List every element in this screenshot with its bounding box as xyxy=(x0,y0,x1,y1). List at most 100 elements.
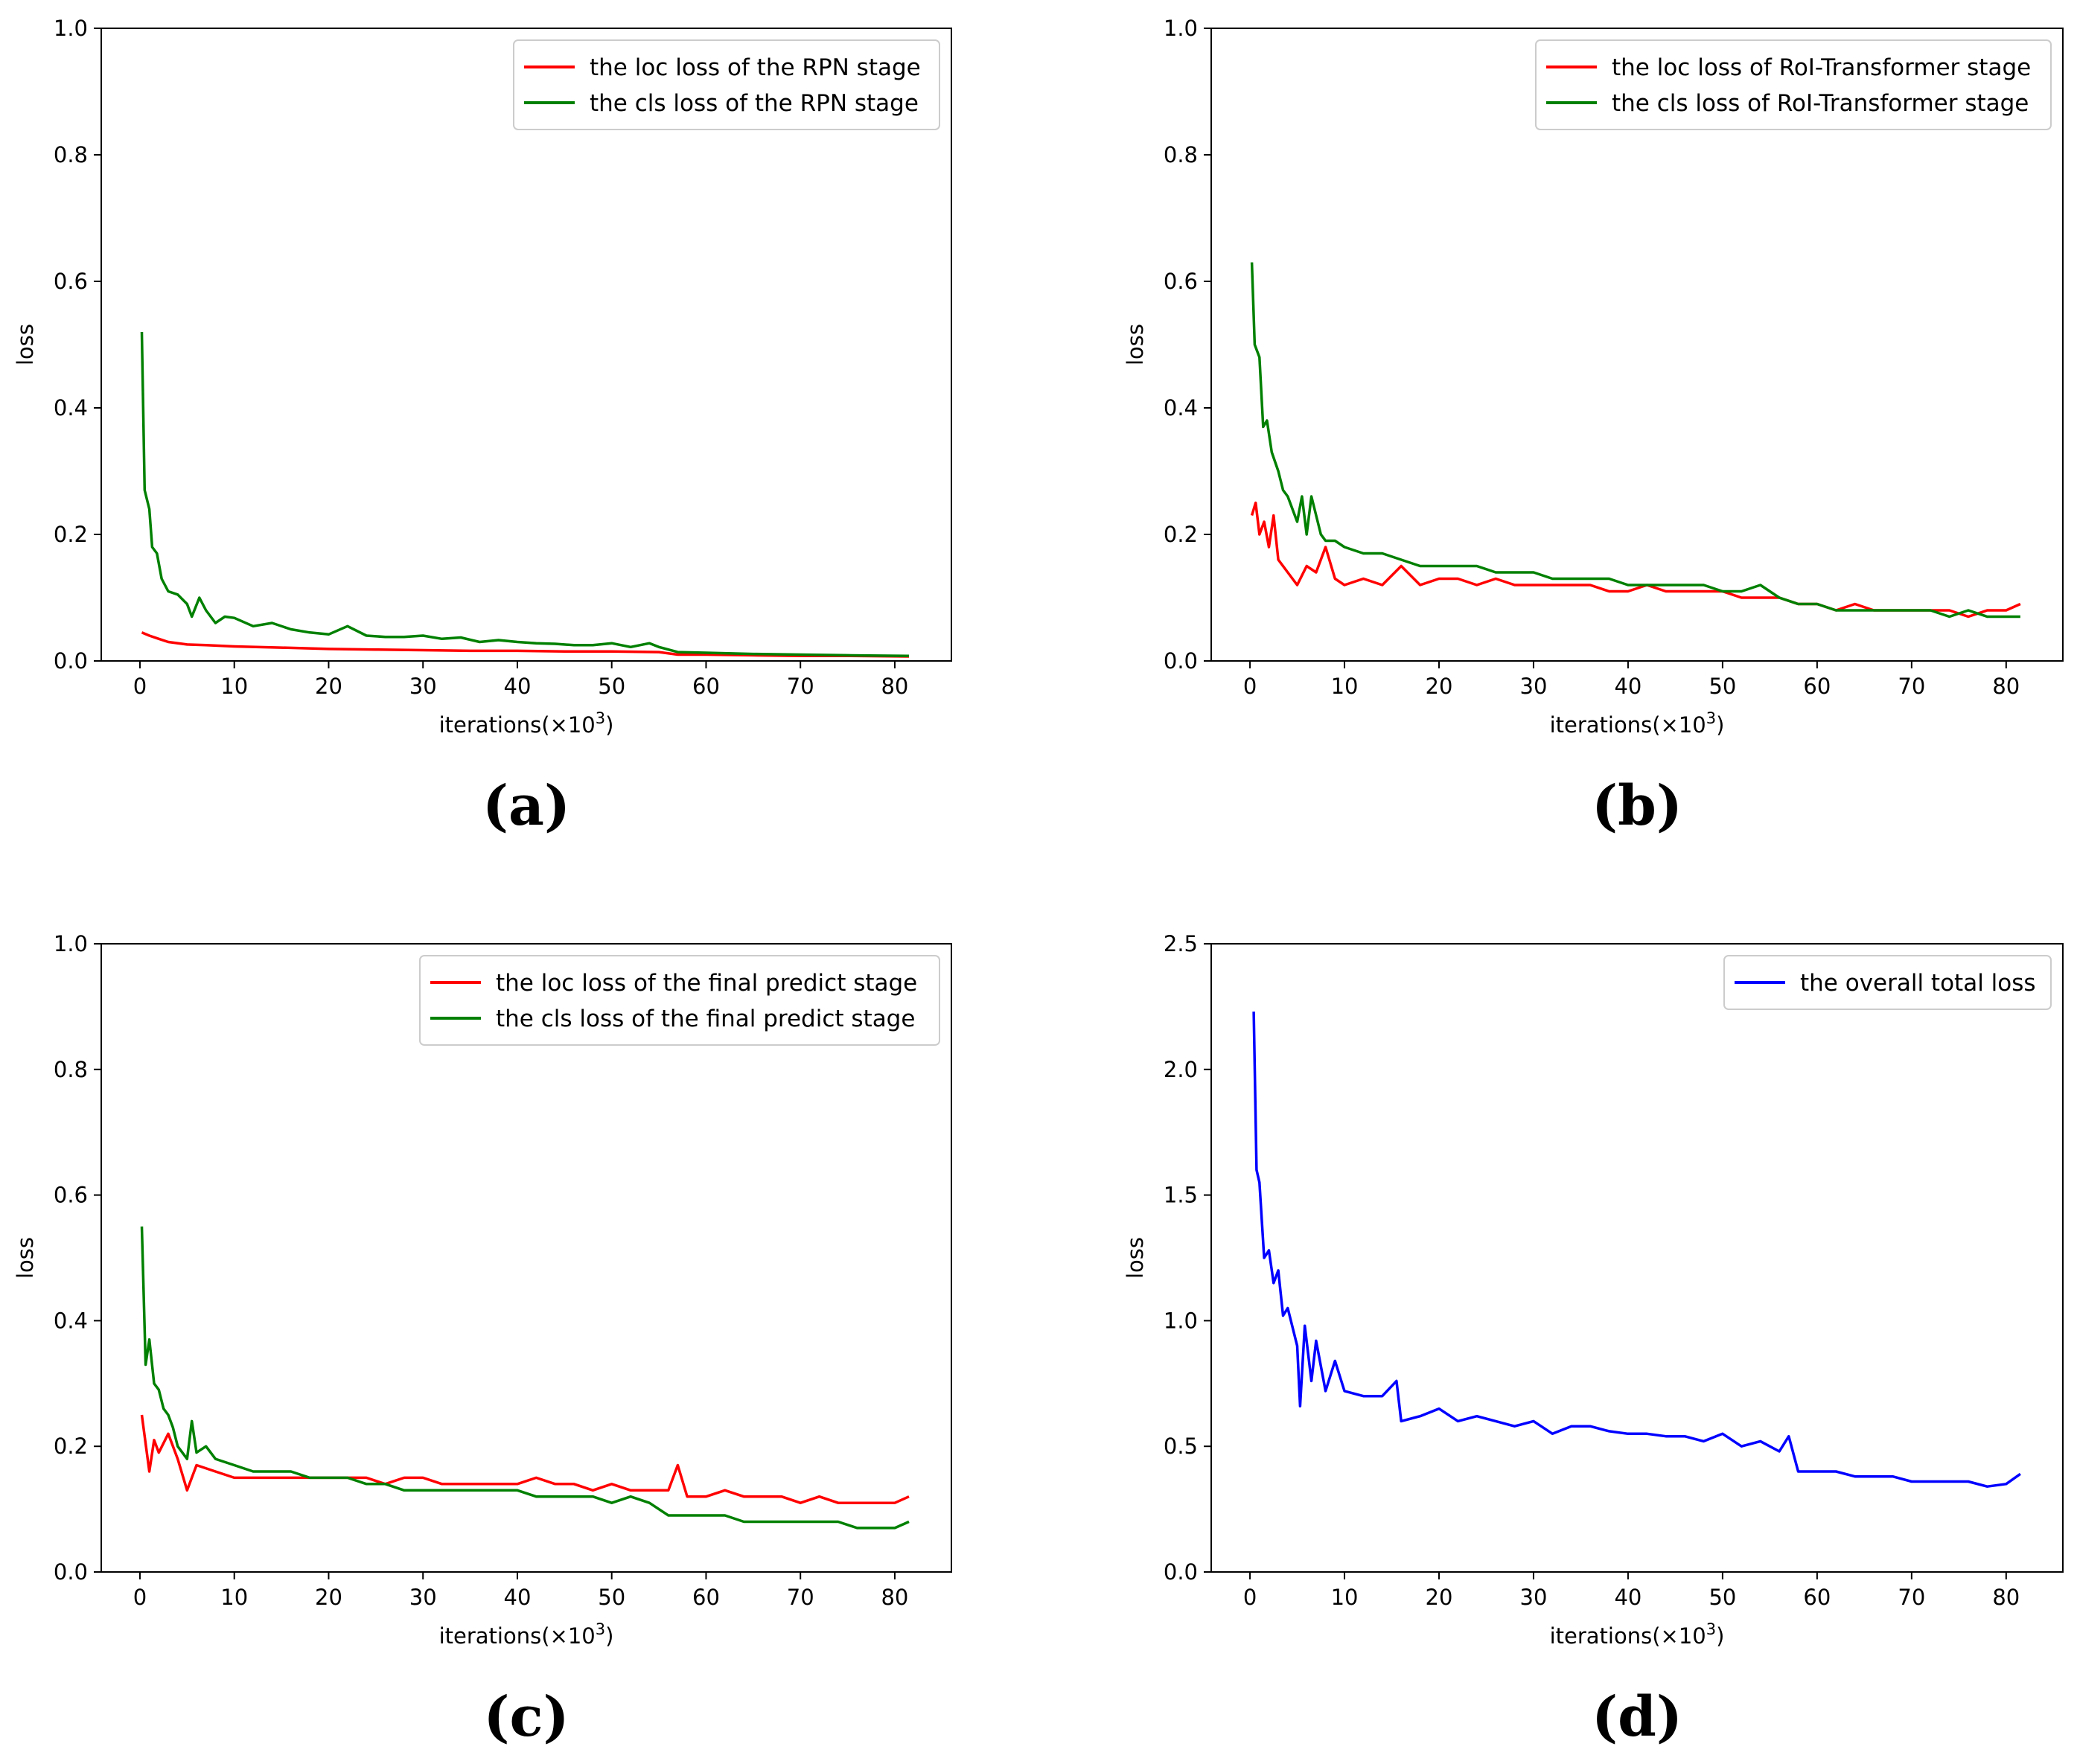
series-line-2 xyxy=(140,331,910,657)
legend-entry: the loc loss of the RPN stage xyxy=(590,54,921,81)
y-tick-label: 2.0 xyxy=(1164,1057,1198,1082)
legend: the loc loss of RoI-Transformer stage the… xyxy=(1535,39,2052,130)
x-tick-label: 0 xyxy=(1243,674,1257,699)
series-line-1 xyxy=(140,1414,910,1504)
legend-entry: the loc loss of RoI-Transformer stage xyxy=(1612,54,2031,81)
x-tick-label: 70 xyxy=(1898,1585,1925,1610)
x-tick-label: 50 xyxy=(598,1585,625,1610)
y-tick-label: 0.0 xyxy=(1164,1559,1198,1585)
x-tick-label: 80 xyxy=(1992,1585,2020,1610)
legend-entry: the overall total loss xyxy=(1800,970,2036,997)
x-axis-label-main: iterations(×10 xyxy=(1550,712,1706,738)
y-tick-label: 2.5 xyxy=(1164,931,1198,956)
x-axis-label-main: iterations(×10 xyxy=(439,712,596,738)
y-tick-label: 0.2 xyxy=(54,522,88,547)
legend-box xyxy=(1723,955,2052,1010)
y-tick-label: 0.4 xyxy=(54,1308,88,1333)
series-line-1 xyxy=(141,631,910,658)
x-tick-label: 50 xyxy=(1708,1585,1736,1610)
x-tick-label: 60 xyxy=(1803,1585,1831,1610)
x-axis-label: iterations(×103) xyxy=(439,1620,614,1649)
x-axis-label-close: ) xyxy=(605,712,613,738)
y-tick-label: 0.4 xyxy=(54,395,88,421)
x-tick-label: 40 xyxy=(1614,674,1642,699)
x-tick-label: 10 xyxy=(1331,1585,1359,1610)
x-tick-label: 60 xyxy=(692,1585,720,1610)
legend-box xyxy=(513,39,940,130)
y-axis-label: loss xyxy=(1123,1237,1148,1279)
x-axis-label-exponent: 3 xyxy=(1706,1620,1716,1638)
x-tick-label: 80 xyxy=(1992,674,2020,699)
series-line-1 xyxy=(1250,501,2021,619)
x-tick-label: 40 xyxy=(504,1585,532,1610)
x-axis-label-close: ) xyxy=(605,1623,613,1649)
x-tick-label: 10 xyxy=(1331,674,1359,699)
x-axis-label-main: iterations(×10 xyxy=(1550,1623,1706,1649)
chart-panel-c: 0 10 20 30 40 50 60 70 80 0.0 0.2 0.4 0.6 0.8 1.0 itera… xyxy=(13,931,952,1749)
y-axis-label: loss xyxy=(13,1237,38,1279)
series-line-1 xyxy=(1252,1012,2021,1488)
panel-label: (a) xyxy=(482,774,570,838)
legend-entry: the cls loss of RoI-Transformer stage xyxy=(1612,90,2029,117)
x-tick-label: 60 xyxy=(1803,674,1831,699)
chart-panel-d: 0 10 20 30 40 50 60 70 80 0.0 0.5 1.0 1.5 2.0 2.5 itera… xyxy=(1123,931,2064,1749)
x-tick-label: 60 xyxy=(692,674,720,699)
x-axis-label-exponent: 3 xyxy=(596,1620,605,1638)
chart-panel-b: 0 10 20 30 40 50 60 70 80 0.0 0.2 0.4 0.6 0.8 1.0 itera… xyxy=(1123,16,2064,838)
y-tick-label: 1.0 xyxy=(54,16,88,41)
legend-box xyxy=(1535,39,2052,130)
x-tick-label: 0 xyxy=(133,1585,147,1610)
x-tick-label: 10 xyxy=(220,1585,248,1610)
legend-entry: the cls loss of the final predict stage xyxy=(496,1006,915,1032)
y-tick-label: 0.8 xyxy=(54,142,88,167)
chart-panel-a: 0 10 20 30 40 50 60 70 80 0.0 0.2 0.4 0.6 0.8 1.0 itera… xyxy=(13,16,952,838)
y-tick-label: 1.0 xyxy=(54,931,88,956)
legend-box xyxy=(419,955,940,1046)
x-tick-label: 20 xyxy=(315,674,342,699)
x-tick-label: 30 xyxy=(409,674,437,699)
series-line-2 xyxy=(140,1226,910,1530)
x-axis-label-exponent: 3 xyxy=(1706,709,1716,727)
x-tick-label: 70 xyxy=(1898,674,1925,699)
x-axis-label-main: iterations(×10 xyxy=(439,1623,596,1649)
y-tick-label: 1.5 xyxy=(1164,1183,1198,1208)
axes-frame xyxy=(100,28,952,662)
y-tick-label: 1.0 xyxy=(1164,1308,1198,1333)
legend: the loc loss of the final predict stage t… xyxy=(419,955,940,1046)
x-axis-label: iterations(×103) xyxy=(1550,1620,1725,1649)
x-tick-label: 0 xyxy=(1243,1585,1257,1610)
y-tick-label: 0.5 xyxy=(1164,1434,1198,1459)
axes-frame xyxy=(1210,943,2064,1573)
x-tick-label: 70 xyxy=(787,674,814,699)
x-tick-label: 20 xyxy=(315,1585,342,1610)
y-tick-label: 0.6 xyxy=(54,269,88,294)
y-axis-label: loss xyxy=(1123,324,1148,365)
y-tick-label: 0.8 xyxy=(1164,142,1198,167)
x-axis-label: iterations(×103) xyxy=(439,709,614,738)
x-tick-label: 10 xyxy=(220,674,248,699)
x-tick-label: 50 xyxy=(598,674,625,699)
y-tick-label: 0.0 xyxy=(1164,648,1198,674)
panel-label: (c) xyxy=(483,1685,569,1749)
y-tick-label: 1.0 xyxy=(1164,16,1198,41)
x-tick-label: 30 xyxy=(1520,674,1548,699)
x-tick-label: 80 xyxy=(881,674,908,699)
y-tick-label: 0.6 xyxy=(1164,269,1198,294)
y-tick-label: 0.2 xyxy=(1164,522,1198,547)
y-tick-label: 0.0 xyxy=(54,648,88,674)
x-tick-label: 70 xyxy=(787,1585,814,1610)
legend-entry: the cls loss of the RPN stage xyxy=(590,90,919,117)
legend: the loc loss of the RPN stage the cls los… xyxy=(513,39,940,130)
x-tick-label: 40 xyxy=(1614,1585,1642,1610)
x-tick-label: 80 xyxy=(881,1585,908,1610)
y-tick-label: 0.6 xyxy=(54,1183,88,1208)
x-tick-label: 50 xyxy=(1708,674,1736,699)
series-line-2 xyxy=(1250,262,2020,619)
y-axis-label: loss xyxy=(13,324,38,365)
x-tick-label: 20 xyxy=(1426,674,1453,699)
x-axis-label-exponent: 3 xyxy=(596,709,605,727)
legend: the overall total loss xyxy=(1723,955,2052,1010)
axes-frame xyxy=(1210,28,2064,662)
y-tick-label: 0.8 xyxy=(54,1057,88,1082)
